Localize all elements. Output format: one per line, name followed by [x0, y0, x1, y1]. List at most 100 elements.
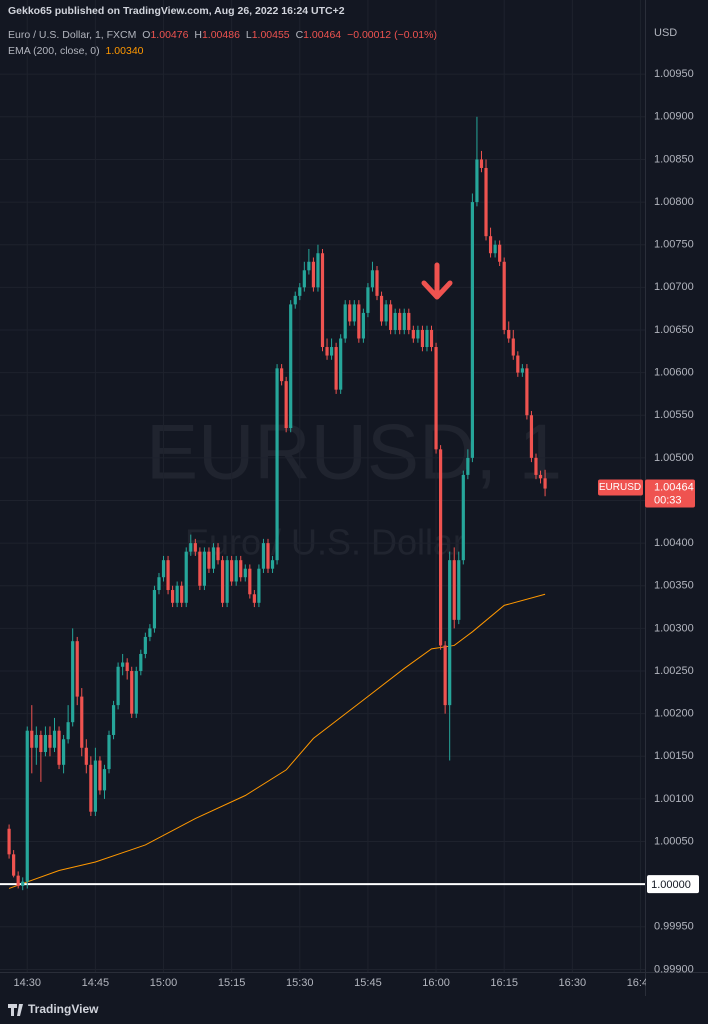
- candle-body: [325, 347, 329, 356]
- candle-body: [102, 769, 107, 791]
- candle-body: [16, 875, 20, 886]
- candle-body: [393, 312, 397, 330]
- price-axis-cover: [646, 973, 708, 996]
- candle-body: [125, 662, 129, 672]
- candle-body: [61, 739, 66, 765]
- change: −0.00012 (−0.01%): [347, 29, 437, 41]
- y-tick-label: 0.99950: [654, 921, 694, 933]
- candle-body: [375, 270, 379, 296]
- candle-body: [30, 730, 34, 748]
- candle-body: [534, 457, 538, 475]
- candle-body: [357, 304, 361, 339]
- candle-body: [98, 760, 102, 791]
- x-tick-label: 16:30: [559, 977, 587, 989]
- candle-body: [257, 568, 261, 603]
- candle-body: [420, 329, 425, 348]
- candle-body: [71, 641, 75, 723]
- y-tick-label: 1.00750: [654, 239, 694, 251]
- candle-body: [538, 474, 543, 479]
- candle-body: [280, 368, 284, 382]
- hline-label: 1.00000: [651, 879, 691, 891]
- ema-label: EMA (200, close, 0): [8, 45, 100, 57]
- candle-body: [302, 270, 306, 288]
- candle-body: [289, 304, 293, 429]
- candle-body: [416, 329, 420, 339]
- candle-body: [193, 543, 197, 552]
- candle-body: [25, 730, 29, 882]
- footer-bar: [0, 996, 708, 1024]
- x-tick-label: 16:15: [490, 977, 518, 989]
- ema-line: EMA (200, close, 0) 1.00340: [8, 45, 147, 57]
- candle-body: [339, 338, 343, 390]
- y-tick-label: 1.00500: [654, 452, 694, 464]
- x-tick-label: 15:30: [286, 977, 314, 989]
- candle-body: [220, 560, 225, 603]
- candle-body: [366, 287, 370, 313]
- candle-body: [184, 551, 188, 603]
- price-axis-panel: [645, 0, 708, 1024]
- candle-body: [398, 312, 402, 330]
- candle-body: [57, 730, 61, 765]
- candle-body: [311, 261, 316, 288]
- c-value: 1.00464: [303, 29, 342, 41]
- x-tick-label: 15:45: [354, 977, 382, 989]
- candle-body: [429, 329, 434, 348]
- y-tick-label: 1.00650: [654, 324, 694, 336]
- time-axis-panel: [0, 972, 645, 996]
- ema-line: [8, 593, 546, 889]
- candle-body: [202, 551, 207, 586]
- candle-body: [298, 287, 302, 296]
- candle-body: [543, 478, 547, 489]
- candle-body: [361, 312, 365, 339]
- candle-body: [488, 236, 493, 254]
- candle-body: [66, 722, 70, 740]
- y-tick-label: 1.00900: [654, 111, 694, 123]
- candle-body: [425, 329, 429, 348]
- candle-body: [511, 338, 515, 356]
- candle-body: [84, 747, 88, 765]
- candle-body: [166, 560, 170, 591]
- y-tick-label: 1.00100: [654, 793, 694, 805]
- candle-body: [48, 734, 52, 748]
- y-tick-label: 1.00150: [654, 750, 694, 762]
- candle-body: [307, 261, 311, 271]
- y-tick-label: 1.00400: [654, 537, 694, 549]
- candle-body: [448, 560, 452, 706]
- candle-body: [475, 159, 479, 203]
- candle-body: [34, 734, 38, 748]
- candle-body: [175, 585, 179, 603]
- candle-body: [157, 577, 161, 591]
- y-tick-label: 1.00950: [654, 68, 694, 80]
- candle-body: [411, 329, 415, 339]
- candle-body: [348, 304, 352, 322]
- price-tag: [645, 479, 695, 508]
- x-tick-label: 14:45: [82, 977, 110, 989]
- candle-body: [243, 568, 247, 578]
- annotation-arrow: [421, 262, 453, 300]
- candle-body: [116, 666, 120, 706]
- candle-body: [529, 415, 534, 458]
- candle-body: [225, 560, 229, 603]
- candle-body: [502, 261, 506, 330]
- l-value: 1.00455: [251, 29, 290, 41]
- candle-body: [121, 662, 125, 667]
- candle-body: [180, 585, 184, 603]
- candle-body: [384, 304, 388, 322]
- y-tick-label: 1.00200: [654, 708, 694, 720]
- candle-body: [370, 270, 375, 288]
- price-tag-price: 1.00464: [654, 481, 694, 493]
- o-label: O: [142, 29, 151, 41]
- y-tick-label: 1.00050: [654, 835, 694, 847]
- candle-body: [89, 764, 93, 812]
- candle-body: [248, 568, 252, 595]
- candle-body: [43, 734, 48, 753]
- candle-body: [293, 295, 297, 305]
- candle-body: [261, 543, 266, 569]
- y-tick-label: 1.00300: [654, 622, 694, 634]
- candle-body: [134, 671, 138, 714]
- candle-body: [452, 560, 456, 620]
- candle-body: [80, 696, 84, 748]
- candle-body: [402, 312, 406, 330]
- candle-body: [520, 368, 524, 373]
- candle-body: [252, 594, 256, 603]
